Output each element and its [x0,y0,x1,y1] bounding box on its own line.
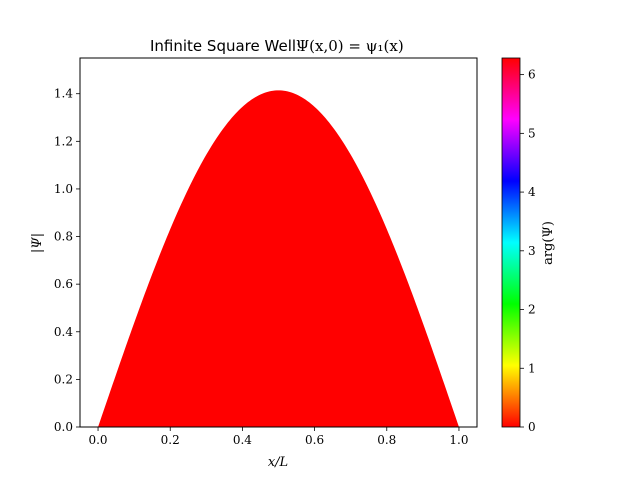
x-axis: 0.0 0.2 0.4 0.6 0.8 1.0 [88,427,469,447]
title-text: Infinite Square Well: [150,37,301,55]
y-axis-label: |Ψ| [30,233,45,253]
x-tick-label: 0.6 [305,433,324,447]
colorbar-tick-label: 4 [528,185,536,199]
x-tick-label: 0.0 [88,433,107,447]
colorbar-ticks: 0 1 2 3 4 5 6 [520,68,536,434]
colorbar: 0 1 2 3 4 5 6 arg(Ψ) [501,57,556,434]
x-tick-label: 0.2 [161,433,180,447]
y-tick-label: 0.8 [54,230,73,244]
x-tick-label: 1.0 [449,433,468,447]
colorbar-tick-label: 3 [528,244,536,258]
colorbar-tick-label: 0 [528,420,536,434]
x-tick-label: 0.4 [233,433,252,447]
plot-title: Infinite Square Well: Ψ(x,0) = ψ₁(x) [150,37,404,55]
colorbar-tick-label: 1 [528,361,536,375]
psi-fill-area-0 [98,90,459,427]
y-tick-label: 1.4 [54,87,73,101]
y-tick-label: 0.2 [54,372,73,386]
title-math: Ψ(x,0) = ψ₁(x) [296,37,404,55]
y-tick-label: 1.2 [54,134,73,148]
colorbar-tick-label: 6 [528,68,536,82]
x-tick-label: 0.8 [377,433,396,447]
y-tick-label: 1.0 [54,182,73,196]
x-axis-label: x/L [268,455,288,470]
y-tick-label: 0.6 [54,277,73,291]
y-tick-label: 0.4 [54,325,73,339]
colorbar-gradient [501,57,521,428]
colorbar-label: arg(Ψ) [541,221,556,265]
plot-area: 0.0 0.2 0.4 0.6 0.8 1.0 0.0 0.2 0.4 0.6 0.8 1.0 1.2… [54,57,478,447]
colorbar-tick-label: 5 [528,126,536,140]
y-axis: 0.0 0.2 0.4 0.6 0.8 1.0 1.2 1.4 [54,87,80,434]
axes-frame [79,57,478,428]
y-tick-label: 0.0 [54,420,73,434]
colorbar-tick-label: 2 [528,303,536,317]
fill-layer [98,90,459,427]
